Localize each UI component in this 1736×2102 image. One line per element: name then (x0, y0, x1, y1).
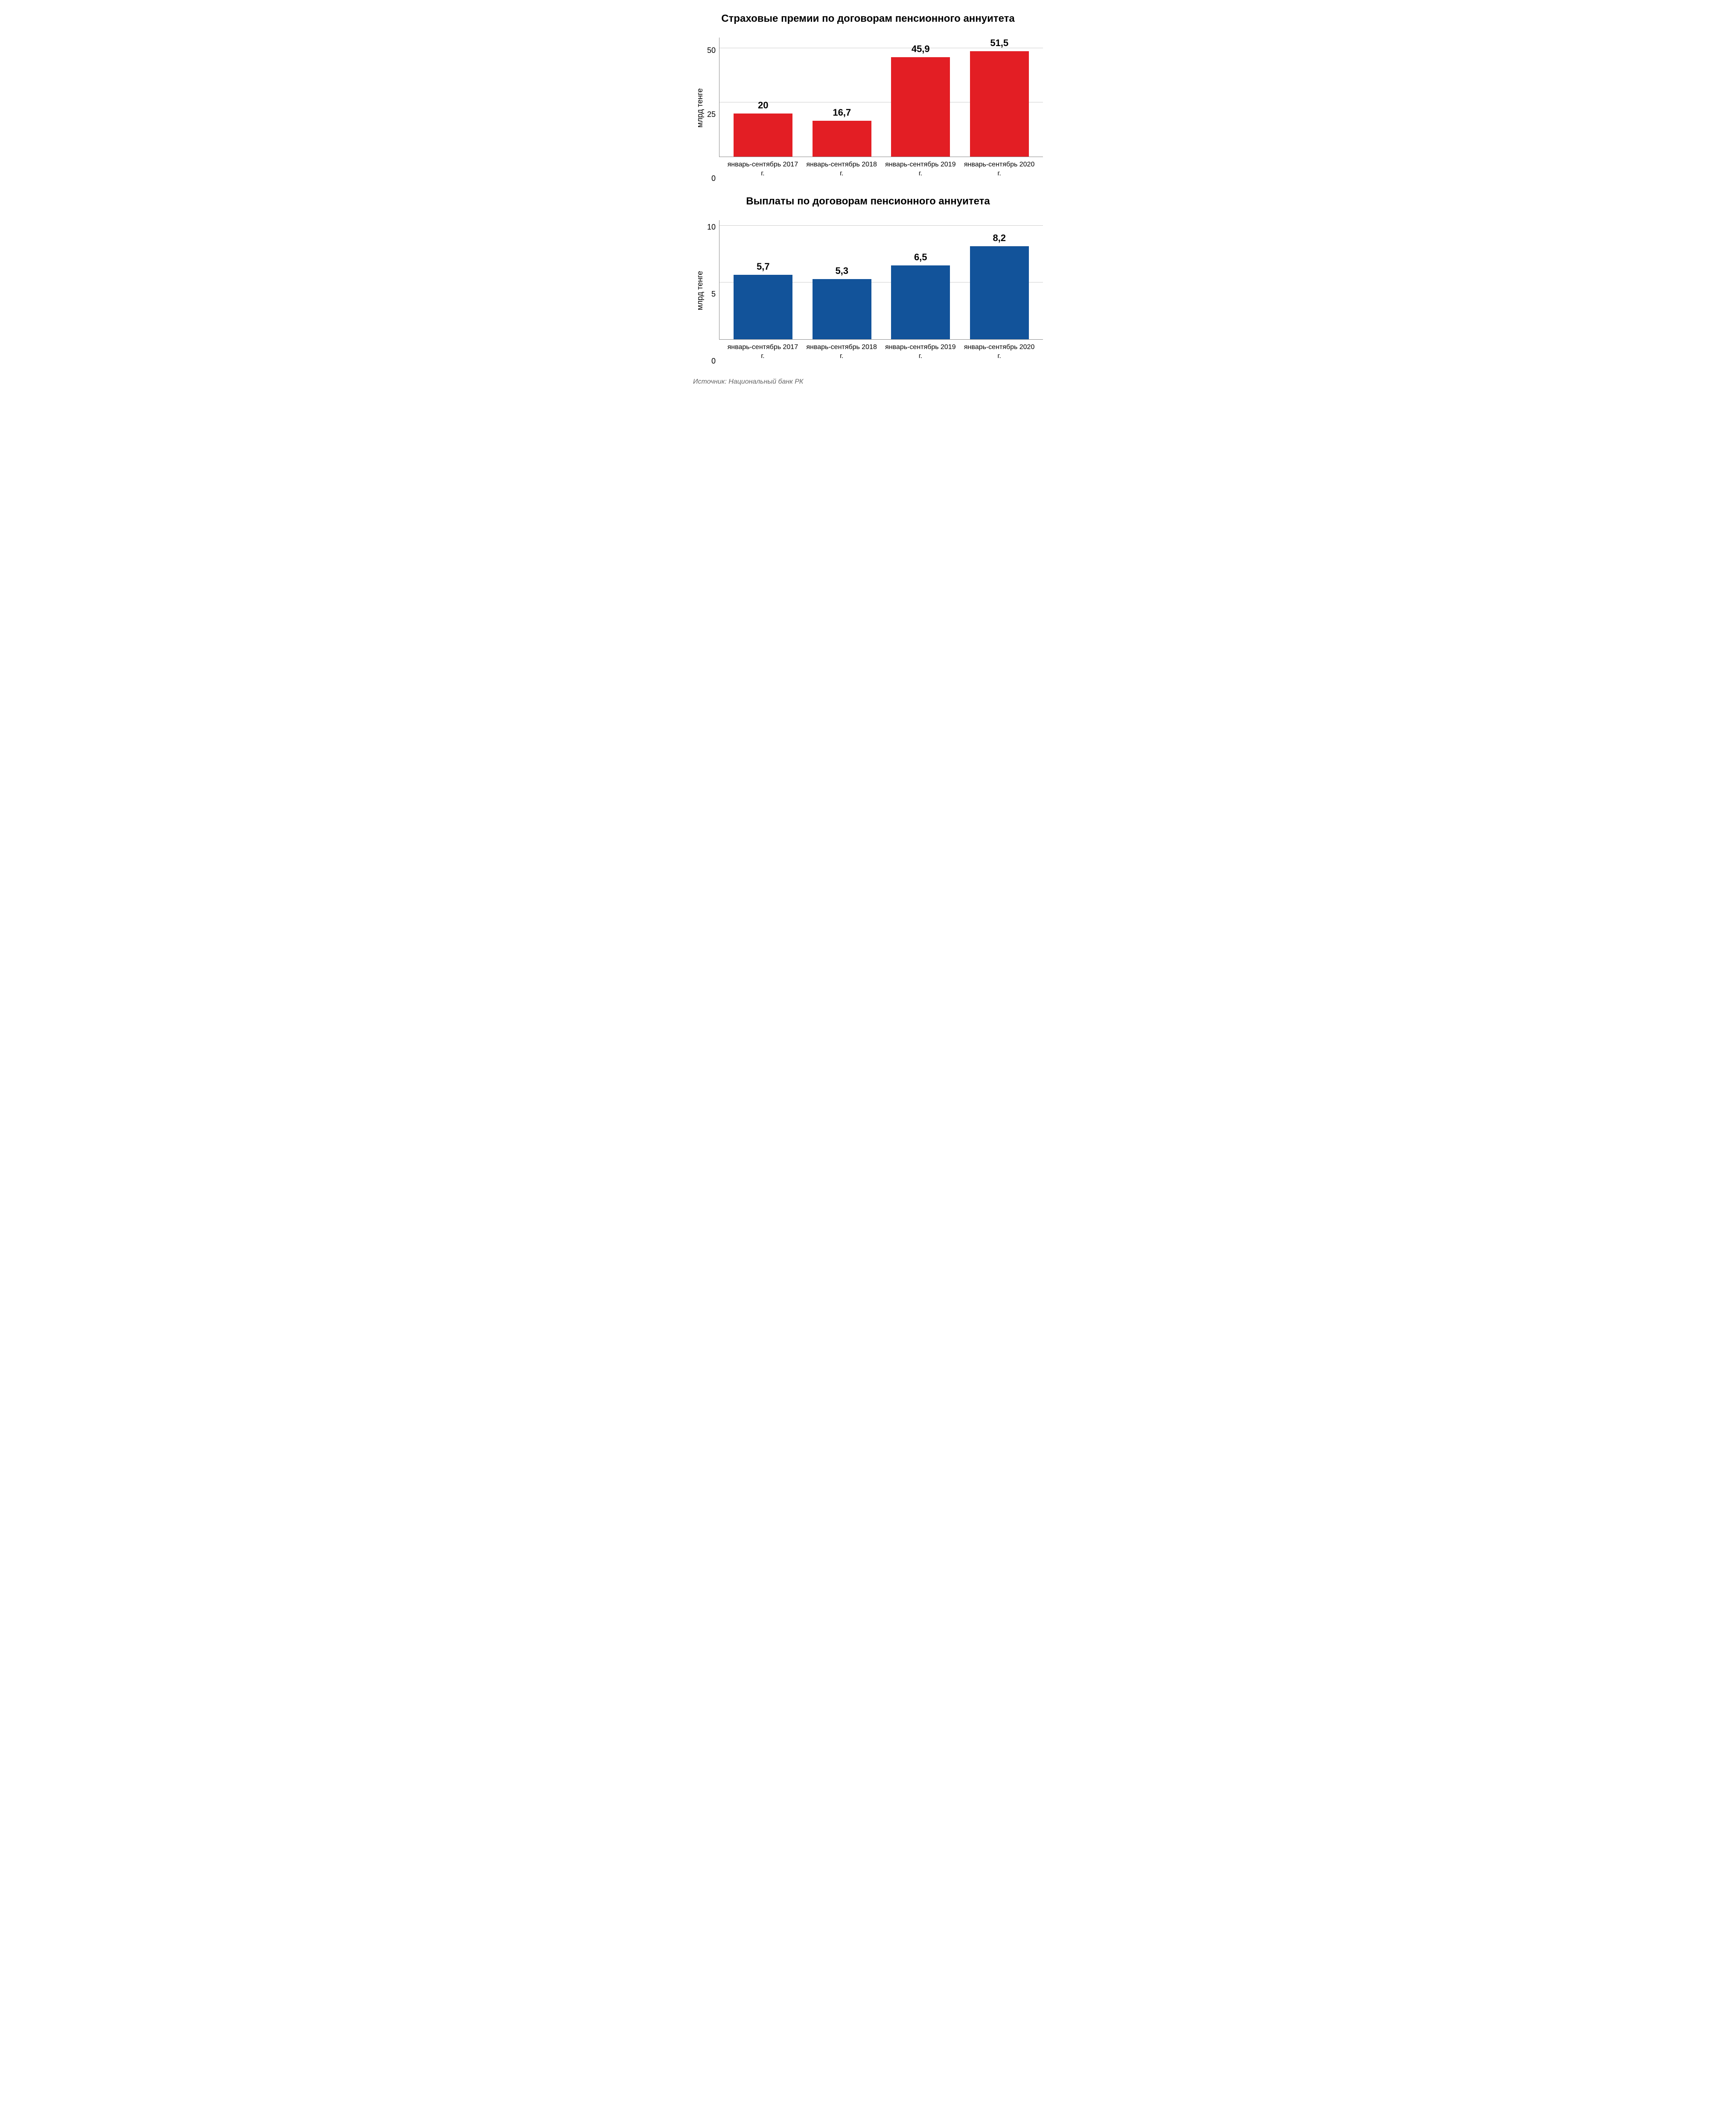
x-label: январь-сентябрь 2018 г. (804, 160, 879, 178)
x-labels: январь-сентябрь 2017 г.январь-сентябрь 2… (719, 340, 1043, 361)
bar (813, 121, 871, 157)
bar-value-label: 20 (758, 100, 768, 111)
bar-value-label: 6,5 (914, 252, 927, 263)
bar-value-label: 51,5 (990, 38, 1008, 49)
bar-value-label: 8,2 (993, 233, 1006, 244)
x-label: январь-сентябрь 2017 г. (725, 160, 801, 178)
y-tick: 25 (707, 111, 716, 118)
chart-title: Выплаты по договорам пенсионного аннуите… (693, 195, 1043, 207)
chart-1: Выплаты по договорам пенсионного аннуите… (693, 195, 1043, 361)
source-text: Источник: Национальный банк РК (693, 378, 1043, 386)
bar (813, 279, 871, 339)
x-label: январь-сентябрь 2019 г. (883, 160, 958, 178)
bar (734, 275, 792, 340)
plot-wrap: 5,75,36,58,2январь-сентябрь 2017 г.январ… (719, 220, 1043, 361)
x-label: январь-сентябрь 2018 г. (804, 343, 879, 361)
x-label: январь-сентябрь 2020 г. (961, 343, 1037, 361)
y-tick: 0 (711, 357, 716, 365)
bar-group: 5,3 (804, 220, 880, 339)
y-axis-label: млрд тенге (693, 220, 705, 361)
y-tick: 0 (711, 175, 716, 182)
y-ticks: 50250 (705, 38, 719, 178)
plot-wrap: 2016,745,951,5январь-сентябрь 2017 г.янв… (719, 38, 1043, 178)
bar-group: 6,5 (883, 220, 958, 339)
x-labels: январь-сентябрь 2017 г.январь-сентябрь 2… (719, 157, 1043, 178)
chart-title: Страховые премии по договорам пенсионног… (693, 13, 1043, 25)
y-tick: 50 (707, 47, 716, 54)
bar (970, 51, 1029, 157)
x-label: январь-сентябрь 2020 г. (961, 160, 1037, 178)
y-axis-label: млрд тенге (693, 38, 705, 178)
charts-root: Страховые премии по договорам пенсионног… (9, 13, 1727, 386)
bar-group: 5,7 (725, 220, 801, 339)
y-tick: 10 (707, 223, 716, 231)
bar-group: 51,5 (961, 38, 1037, 157)
bar (734, 114, 792, 157)
bar-value-label: 5,3 (835, 265, 848, 277)
bar-group: 20 (725, 38, 801, 157)
bar-value-label: 16,7 (833, 107, 851, 118)
x-label: январь-сентябрь 2019 г. (883, 343, 958, 361)
plot-area: 20 16,7 45,9 51,5 (719, 38, 1043, 157)
bar (891, 265, 950, 339)
bar (891, 57, 950, 157)
bar-value-label: 45,9 (912, 44, 930, 55)
bar (970, 246, 1029, 339)
bar-group: 45,9 (883, 38, 958, 157)
bar-value-label: 5,7 (757, 261, 770, 272)
x-label: январь-сентябрь 2017 г. (725, 343, 801, 361)
chart-body: млрд тенге502502016,745,951,5январь-сент… (693, 38, 1043, 178)
chart-body: млрд тенге10505,75,36,58,2январь-сентябр… (693, 220, 1043, 361)
y-ticks: 1050 (705, 220, 719, 361)
bar-group: 16,7 (804, 38, 880, 157)
plot-area: 5,7 5,3 6,5 8,2 (719, 220, 1043, 340)
bar-group: 8,2 (961, 220, 1037, 339)
chart-0: Страховые премии по договорам пенсионног… (693, 13, 1043, 178)
y-tick: 5 (711, 290, 716, 298)
